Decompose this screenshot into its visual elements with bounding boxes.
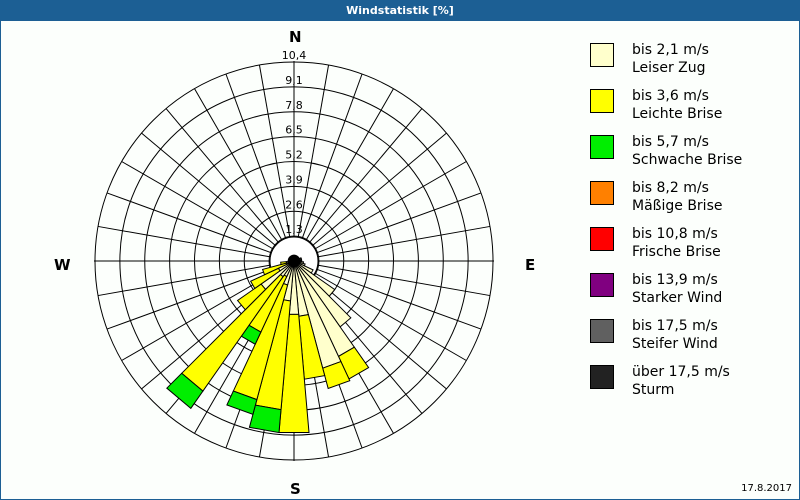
compass-south-label: S bbox=[290, 480, 301, 498]
legend-label: bis 8,2 m/s Mäßige Brise bbox=[632, 180, 723, 214]
radial-tick-label: 9,1 bbox=[285, 74, 303, 87]
legend-swatch bbox=[590, 181, 614, 205]
wind-sector-segment bbox=[226, 390, 258, 416]
legend-label: über 17,5 m/s Sturm bbox=[632, 364, 730, 398]
wind-sector-segment bbox=[248, 404, 282, 434]
radial-tick-label: 3,9 bbox=[285, 173, 303, 186]
radial-tick-label: 7,8 bbox=[285, 99, 303, 112]
legend-label: bis 2,1 m/s Leiser Zug bbox=[632, 42, 709, 76]
legend-swatch bbox=[590, 227, 614, 251]
legend-swatch bbox=[590, 89, 614, 113]
wind-sector-segment bbox=[322, 360, 351, 390]
wind-sector-segment bbox=[166, 372, 204, 410]
legend-label: bis 17,5 m/s Steifer Wind bbox=[632, 318, 718, 352]
legend-label: bis 3,6 m/s Leichte Brise bbox=[632, 88, 723, 122]
legend-swatch bbox=[590, 135, 614, 159]
legend-label: bis 13,9 m/s Starker Wind bbox=[632, 272, 723, 306]
wind-sector-segment bbox=[236, 283, 267, 311]
legend-swatch bbox=[590, 365, 614, 389]
wind-sector-segment bbox=[280, 261, 288, 266]
date-stamp: 17.8.2017 bbox=[741, 483, 792, 494]
legend-swatch bbox=[590, 273, 614, 297]
legend-swatch bbox=[590, 43, 614, 67]
chart-title: Windstatistik [%] bbox=[0, 0, 800, 21]
radial-tick-label: 2,6 bbox=[285, 198, 303, 211]
legend-label: bis 5,7 m/s Schwache Brise bbox=[632, 134, 743, 168]
wind-sector-segment bbox=[291, 254, 295, 262]
legend-label: bis 10,8 m/s Frische Brise bbox=[632, 226, 721, 260]
compass-east-label: E bbox=[525, 256, 536, 274]
wind-sector-segment bbox=[249, 267, 281, 290]
compass-west-label: W bbox=[54, 256, 71, 274]
radial-tick-label: 5,2 bbox=[285, 149, 303, 162]
radial-tick-label: 1,3 bbox=[285, 223, 303, 236]
radial-tick-label: 6,5 bbox=[285, 124, 303, 137]
compass-north-label: N bbox=[289, 28, 302, 46]
radial-tick-label: 10,4 bbox=[282, 49, 307, 62]
legend-swatch bbox=[590, 319, 614, 343]
